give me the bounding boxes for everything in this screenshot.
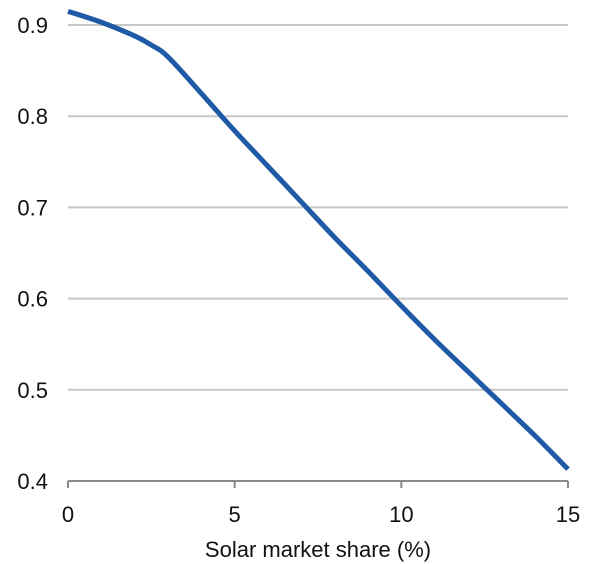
y-tick-label: 0.7 <box>17 195 48 220</box>
x-tick-label: 5 <box>229 502 241 527</box>
y-tick-label: 0.8 <box>17 104 48 129</box>
gridlines <box>68 24 568 391</box>
series-lines <box>67 8 570 471</box>
x-tick-label: 15 <box>556 502 580 527</box>
y-tick-label: 0.5 <box>17 378 48 403</box>
series-line-0 <box>67 8 570 471</box>
tick-labels: 0.4 0.5 0.6 0.7 0.8 0.9 0 5 10 15 <box>17 13 580 527</box>
x-tick-label: 0 <box>62 502 74 527</box>
y-tick-label: 0.4 <box>17 469 48 494</box>
axes <box>67 480 569 488</box>
y-tick-label: 0.9 <box>17 13 48 38</box>
x-tick-label: 10 <box>389 502 413 527</box>
y-tick-label: 0.6 <box>17 287 48 312</box>
x-axis-title: Solar market share (%) <box>205 537 431 562</box>
